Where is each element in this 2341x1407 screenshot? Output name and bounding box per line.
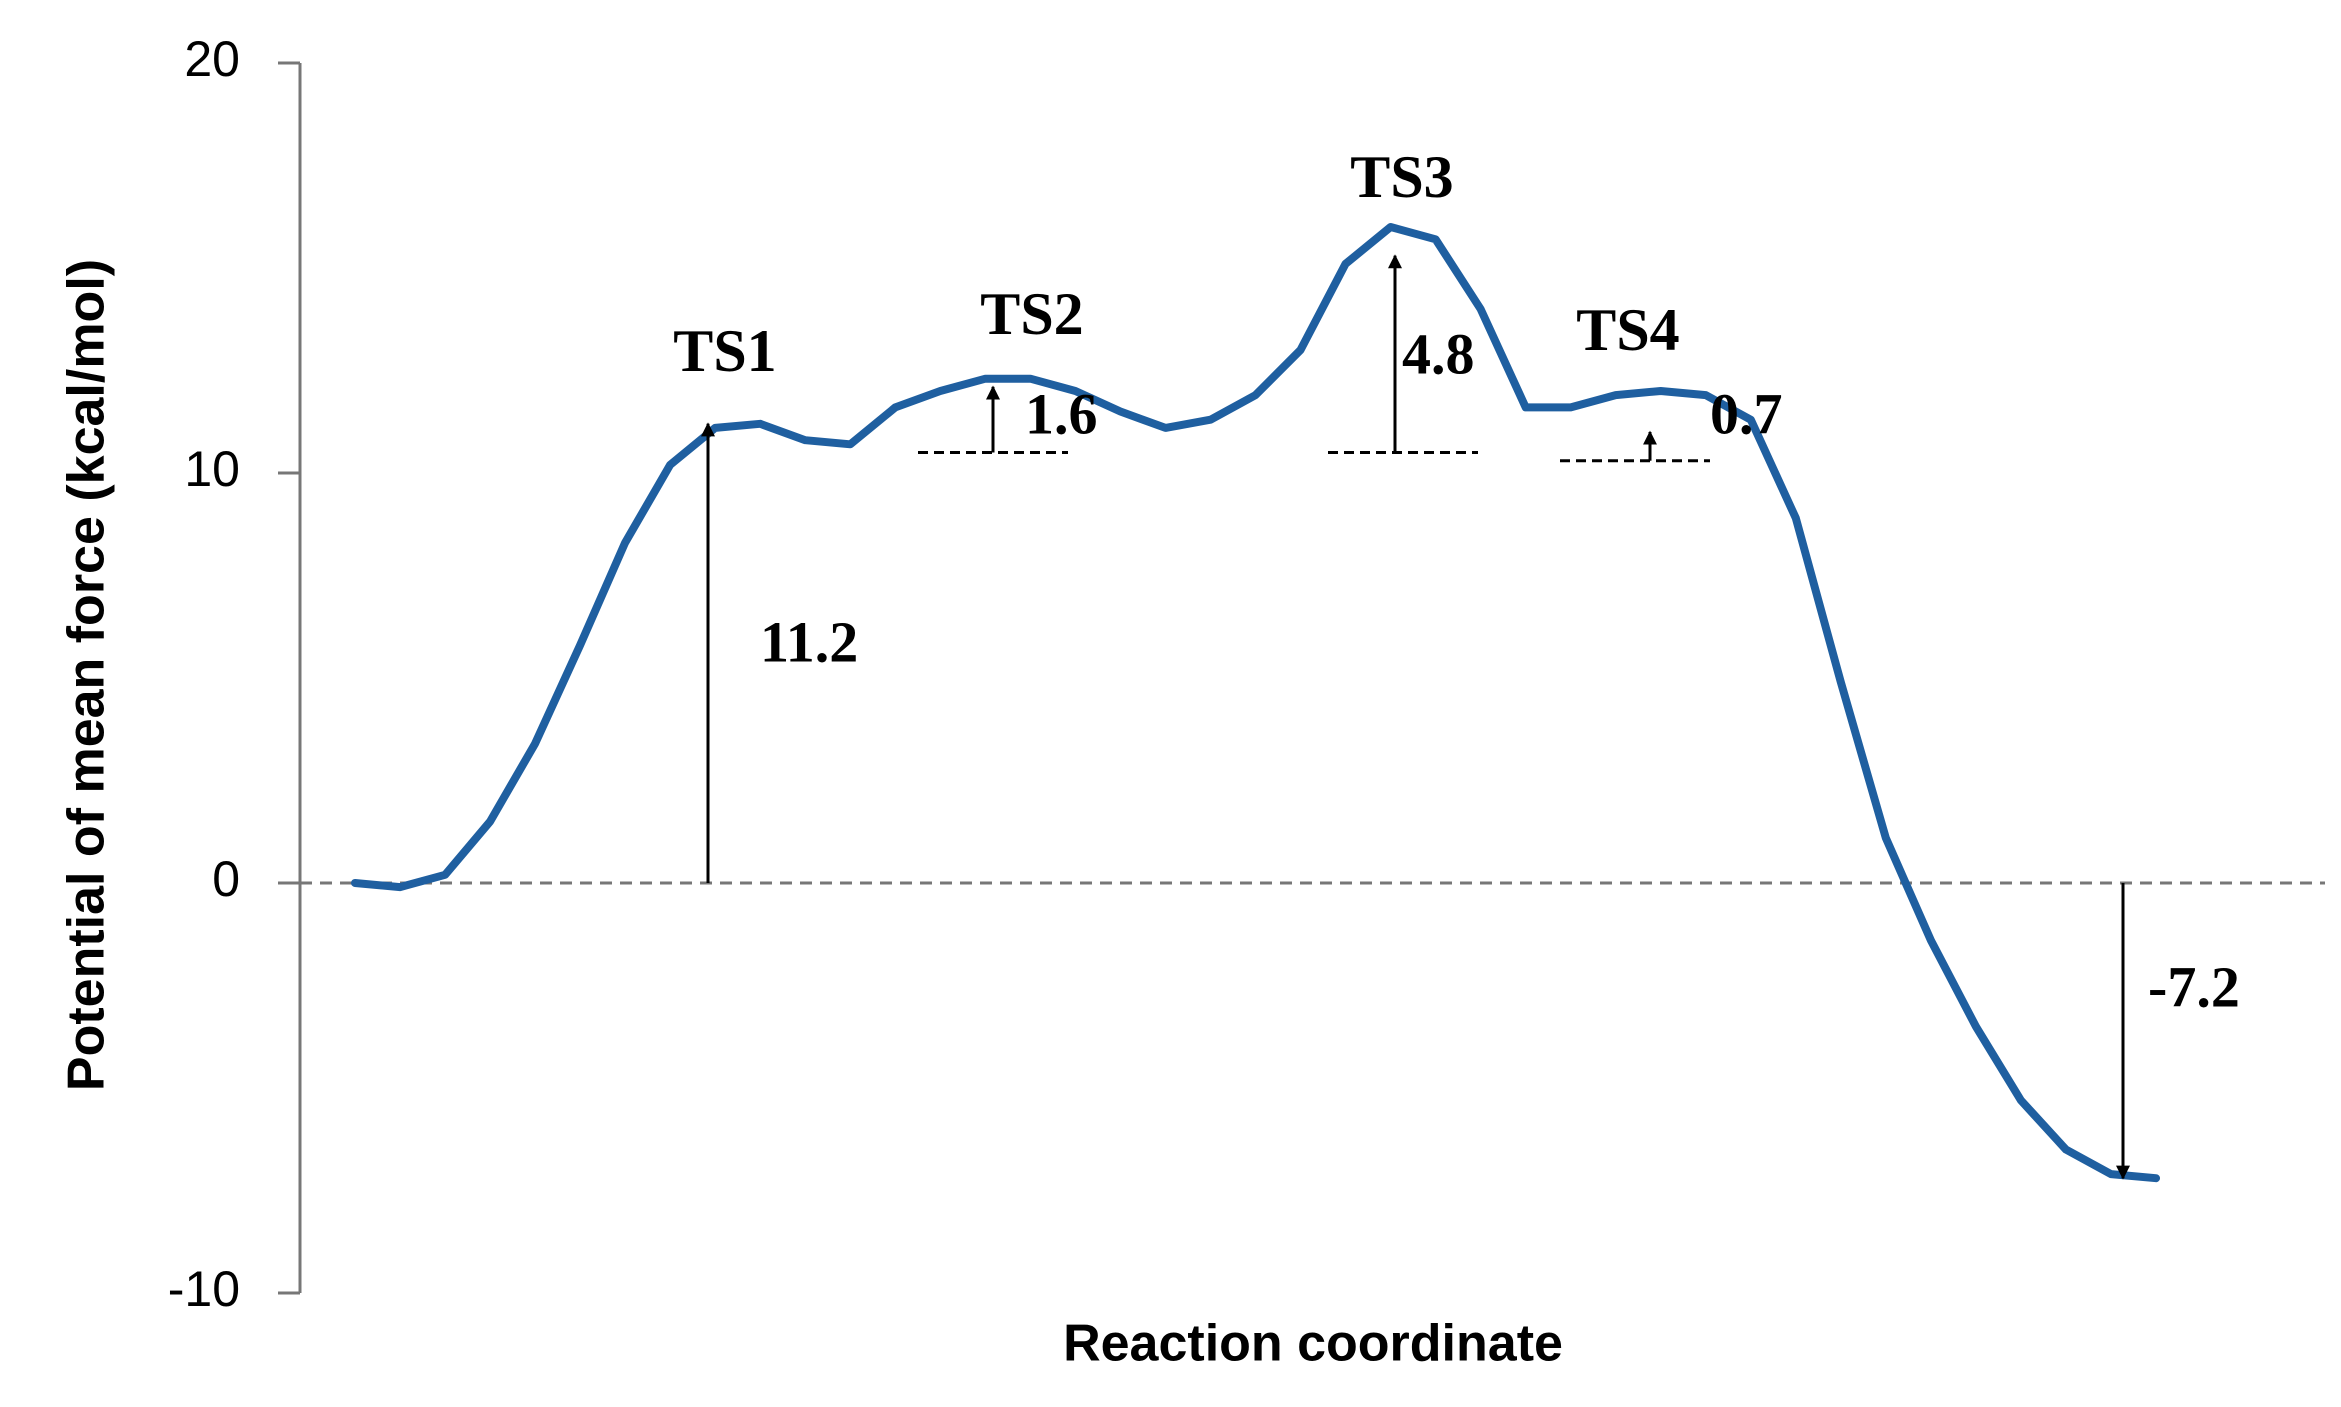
barrier-label: 0.7	[1710, 381, 1783, 446]
ts-label: TS4	[1576, 297, 1679, 363]
ts-label: TS3	[1350, 144, 1453, 210]
barrier-label: -7.2	[2148, 954, 2240, 1019]
pmf-curve	[351, 223, 2160, 1183]
y-tick-label: 10	[184, 441, 240, 497]
barrier-label: 1.6	[1025, 381, 1098, 446]
y-tick-label: 20	[184, 31, 240, 87]
ts-label: TS1	[673, 318, 776, 384]
ts-label: TS2	[980, 281, 1083, 347]
barrier-label: 11.2	[760, 609, 858, 674]
y-tick-label: -10	[168, 1261, 240, 1317]
barrier-label: 4.8	[1402, 321, 1475, 386]
x-axis-title: Reaction coordinate	[1063, 1315, 1563, 1373]
y-axis-title: Potential of mean force (kcal/mol)	[58, 259, 116, 1091]
y-tick-label: 0	[212, 851, 240, 907]
